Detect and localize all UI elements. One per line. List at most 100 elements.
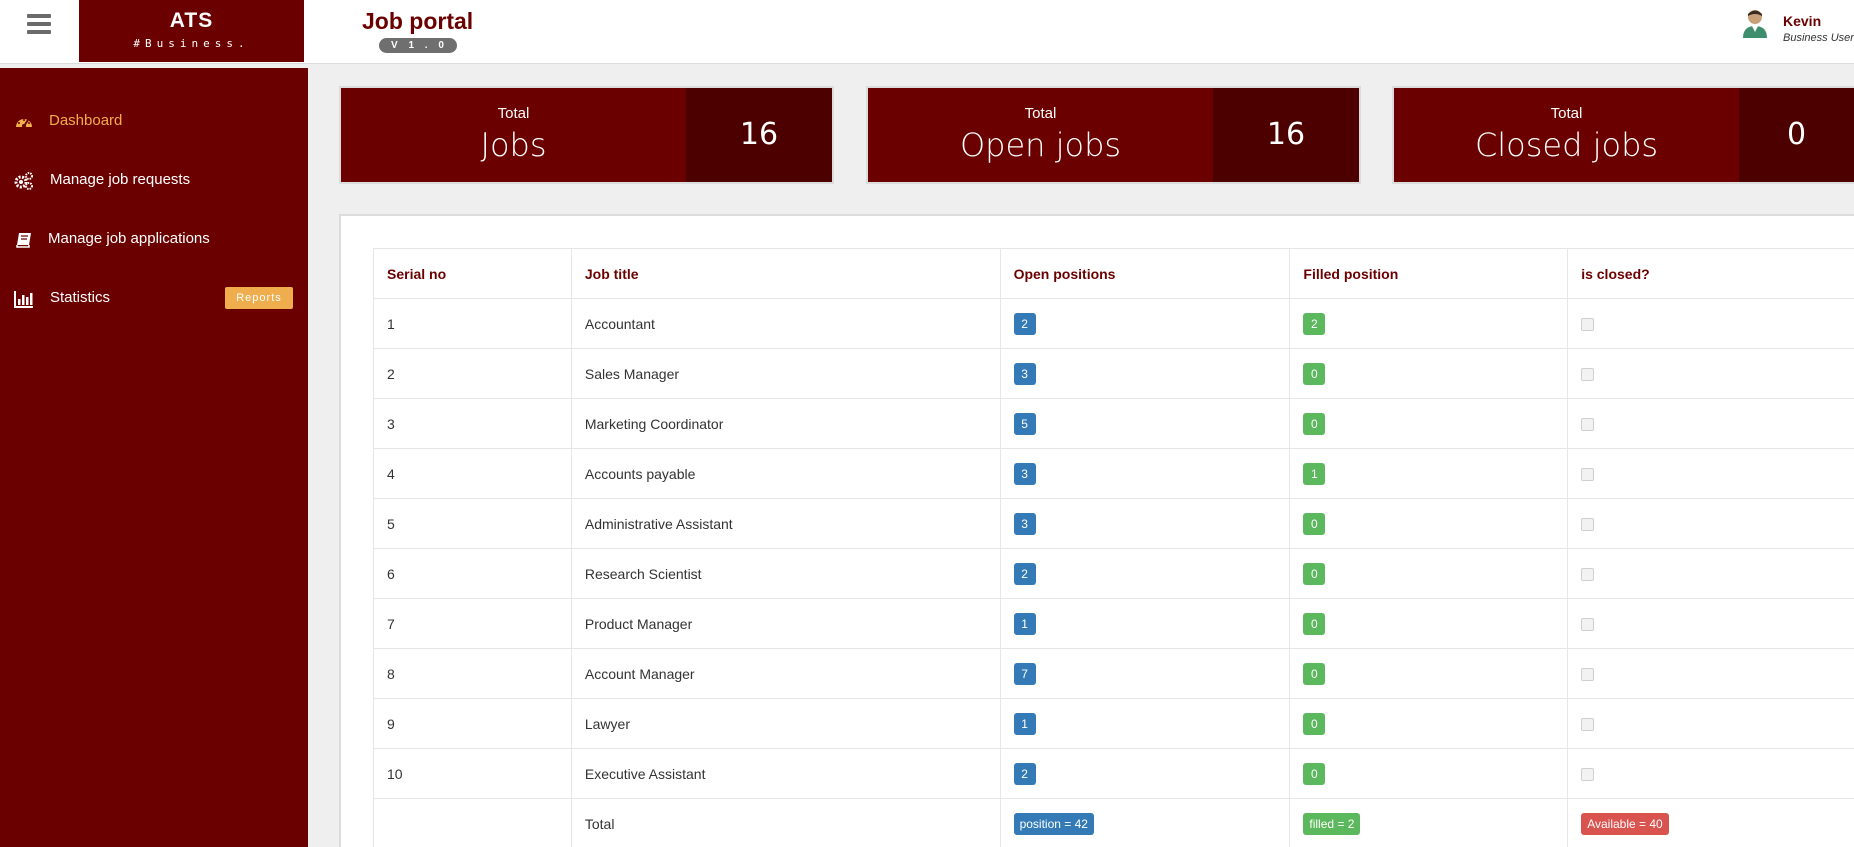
table-row: 7 Product Manager 1 0: [373, 598, 1854, 649]
stat-card-caption: Total: [1024, 105, 1057, 122]
serial-cell: 3: [373, 398, 572, 449]
is-closed-checkbox[interactable]: [1581, 468, 1595, 482]
is-closed-cell: [1567, 598, 1854, 649]
open-positions-cell: 3: [999, 498, 1291, 549]
is-closed-cell: [1567, 398, 1854, 449]
serial-cell: 7: [373, 598, 572, 649]
hamburger-menu-icon[interactable]: [27, 14, 51, 34]
job-title-cell: Research Scientist: [570, 548, 1001, 599]
job-title-cell: Accounts payable: [570, 448, 1001, 499]
open-positions-cell: 7: [999, 648, 1291, 699]
filled-position-badge: 0: [1303, 512, 1326, 535]
table-row: 4 Accounts payable 3 1: [373, 448, 1854, 499]
serial-cell: 10: [373, 748, 572, 799]
column-header[interactable]: Open positions: [999, 248, 1291, 299]
serial-cell: 9: [373, 698, 572, 749]
job-title-cell: Product Manager: [570, 598, 1001, 649]
stat-card-caption: Total: [497, 105, 530, 122]
table-row: 2 Sales Manager 3 0: [373, 348, 1854, 399]
column-header[interactable]: is closed?: [1567, 248, 1854, 299]
brand-subtitle: #Business.: [133, 37, 250, 50]
jobs-table: Serial no Job title Open positions Fille…: [373, 248, 1854, 847]
open-positions-badge: 3: [1013, 362, 1036, 385]
is-closed-cell: [1567, 698, 1854, 749]
stat-card-open-jobs: Total Open jobs 16: [866, 86, 1361, 184]
stat-card-value: 0: [1739, 88, 1854, 182]
job-title-cell: Accountant: [570, 298, 1001, 349]
sidebar-item-label: Manage job applications: [48, 230, 210, 247]
user-name: Kevin: [1783, 13, 1822, 29]
filled-position-cell: 0: [1289, 598, 1569, 649]
filled-position-badge: 0: [1303, 762, 1326, 785]
brand-logo[interactable]: ATS #Business.: [79, 0, 304, 62]
filled-position-cell: 0: [1289, 698, 1569, 749]
open-positions-badge: 2: [1013, 562, 1036, 585]
user-menu[interactable]: Kevin Business User: [1742, 8, 1854, 48]
job-title-cell: Lawyer: [570, 698, 1001, 749]
table-row: 8 Account Manager 7 0: [373, 648, 1854, 699]
sidebar-item-manage-job-applications[interactable]: Manage job applications: [0, 218, 308, 262]
total-position-badge: position = 42: [1013, 812, 1094, 835]
table-row: 6 Research Scientist 2 0: [373, 548, 1854, 599]
is-closed-checkbox[interactable]: [1581, 618, 1595, 632]
is-closed-checkbox[interactable]: [1581, 718, 1595, 732]
table-header-row: Serial no Job title Open positions Fille…: [373, 248, 1854, 299]
column-header[interactable]: Serial no: [373, 248, 572, 299]
is-closed-checkbox[interactable]: [1581, 368, 1595, 382]
table-total-row: Total position = 42 filled = 2 Available…: [373, 798, 1854, 847]
is-closed-checkbox[interactable]: [1581, 768, 1595, 782]
is-closed-checkbox[interactable]: [1581, 668, 1595, 682]
total-available-cell: Available = 40: [1567, 798, 1854, 847]
open-positions-badge: 3: [1013, 512, 1036, 535]
total-serial-cell: [373, 798, 572, 847]
filled-position-cell: 0: [1289, 548, 1569, 599]
filled-position-cell: 0: [1289, 648, 1569, 699]
filled-position-badge: 0: [1303, 362, 1326, 385]
is-closed-checkbox[interactable]: [1581, 518, 1595, 532]
filled-position-cell: 0: [1289, 498, 1569, 549]
column-header[interactable]: Job title: [570, 248, 1001, 299]
filled-position-badge: 0: [1303, 562, 1326, 585]
open-positions-badge: 7: [1013, 662, 1036, 685]
filled-position-badge: 0: [1303, 662, 1326, 685]
user-role: Business User: [1783, 32, 1854, 44]
column-header[interactable]: Filled position: [1289, 248, 1569, 299]
is-closed-checkbox[interactable]: [1581, 418, 1595, 432]
filled-position-badge: 0: [1303, 612, 1326, 635]
is-closed-cell: [1567, 548, 1854, 599]
sidebar-item-statistics[interactable]: Statistics: [0, 277, 308, 321]
dashboard-icon: [16, 119, 32, 128]
user-avatar-icon: [1743, 10, 1767, 38]
serial-cell: 1: [373, 298, 572, 349]
filled-position-cell: 1: [1289, 448, 1569, 499]
open-positions-cell: 3: [999, 448, 1291, 499]
open-positions-cell: 3: [999, 348, 1291, 399]
reports-badge[interactable]: Reports: [225, 287, 293, 309]
sidebar-item-label: Dashboard: [49, 112, 123, 129]
top-bar: ATS #Business. Job portal V 1 . 0 Kevin …: [0, 0, 1854, 64]
stat-card-value: 16: [686, 88, 832, 182]
open-positions-cell: 2: [999, 748, 1291, 799]
table-row: 5 Administrative Assistant 3 0: [373, 498, 1854, 549]
stat-card-title: Open jobs: [959, 126, 1122, 164]
open-positions-badge: 3: [1013, 462, 1036, 485]
jobs-panel: Serial no Job title Open positions Fille…: [339, 214, 1854, 847]
open-positions-badge: 5: [1013, 412, 1036, 435]
job-title-cell: Sales Manager: [570, 348, 1001, 399]
stat-card-caption: Total: [1550, 105, 1583, 122]
brand-title: ATS: [169, 9, 214, 32]
serial-cell: 2: [373, 348, 572, 399]
is-closed-checkbox[interactable]: [1581, 318, 1595, 332]
gears-icon: [14, 172, 33, 190]
open-positions-badge: 1: [1013, 612, 1036, 635]
is-closed-checkbox[interactable]: [1581, 568, 1595, 582]
sidebar: Dashboard Manage job requests Manage job…: [0, 68, 308, 847]
sidebar-item-dashboard[interactable]: Dashboard: [0, 100, 308, 144]
sidebar-item-manage-job-requests[interactable]: Manage job requests: [0, 159, 308, 203]
filled-position-cell: 0: [1289, 398, 1569, 449]
stat-card-title: Jobs: [480, 126, 547, 164]
open-positions-cell: 1: [999, 698, 1291, 749]
table-row: 9 Lawyer 1 0: [373, 698, 1854, 749]
is-closed-cell: [1567, 348, 1854, 399]
book-icon: [16, 233, 31, 248]
